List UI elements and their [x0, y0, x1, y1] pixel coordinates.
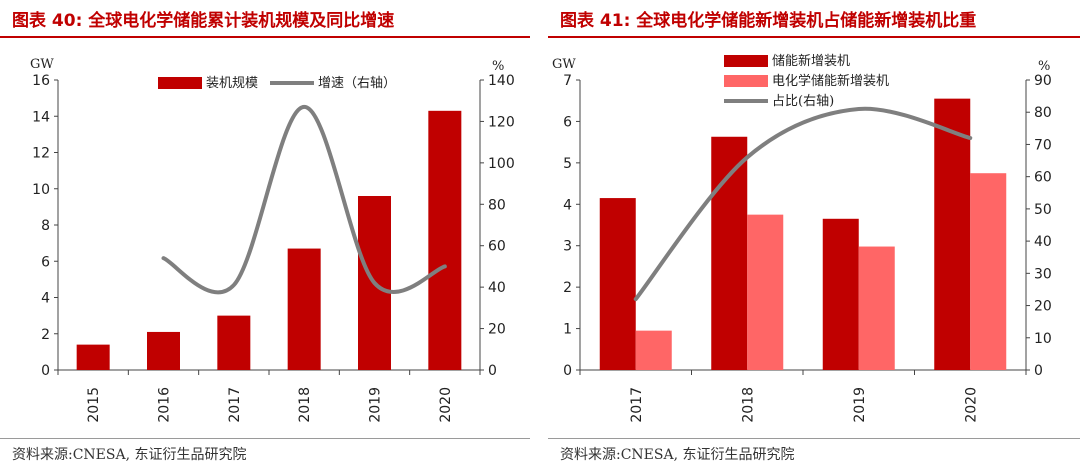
title-rule: [0, 36, 530, 38]
left-axis-tick-label: 14: [32, 109, 50, 125]
figure-title: 图表 40: 全球电化学储能累计装机规模及同比增速: [12, 11, 395, 31]
x-category-label: 2015: [86, 387, 102, 423]
right-axis-unit: %: [492, 59, 504, 74]
legend-label: 装机规模: [206, 76, 258, 91]
right-axis-tick-label: 60: [488, 239, 506, 255]
left-axis-tick-label: 2: [41, 327, 50, 343]
right-axis-tick-label: 80: [488, 197, 506, 213]
line-series: [161, 104, 447, 295]
right-axis-tick-label: 70: [1034, 137, 1052, 153]
left-axis-tick-label: 6: [563, 114, 572, 130]
left-axis-tick-label: 4: [41, 291, 50, 307]
chart-panel-right: 图表 41: 全球电化学储能新增装机占储能新增装机比重 0 1 2 3 4 5 6 7 0 10 2…: [548, 0, 1080, 474]
right-axis-tick-label: 60: [1034, 170, 1052, 186]
x-category-label: 2017: [227, 387, 243, 423]
right-axis-tick-label: 120: [488, 114, 515, 130]
source-note: 资料来源:CNESA, 东证衍生品研究院: [12, 447, 247, 463]
left-axis-tick-label: 0: [563, 363, 572, 379]
left-axis-tick-label: 10: [32, 182, 50, 198]
title-rule: [548, 36, 1080, 38]
bar-primary: [599, 198, 636, 370]
x-category-label: 2017: [629, 387, 645, 423]
x-category-label: 2018: [297, 387, 313, 423]
chart-panel-left: 图表 40: 全球电化学储能累计装机规模及同比增速 0 2 4 6 8 10 12 14 16 0…: [0, 0, 530, 474]
left-axis-tick-label: 6: [41, 254, 50, 270]
right-axis-tick-label: 30: [1034, 266, 1052, 282]
legend-swatch-bar: [724, 55, 768, 67]
bar-primary: [428, 110, 462, 370]
bar-primary: [934, 98, 971, 370]
legend-label: 增速（右轴）: [318, 76, 396, 91]
left-axis-tick-label: 0: [41, 363, 50, 379]
source-note: 资料来源:CNESA, 东证衍生品研究院: [560, 447, 795, 463]
right-axis-tick-label: 80: [1034, 105, 1052, 121]
right-axis-tick-label: 100: [488, 156, 515, 172]
x-category-label: 2018: [740, 387, 756, 423]
right-axis-tick-label: 140: [488, 73, 515, 89]
right-axis-tick-label: 0: [1034, 363, 1043, 379]
bar-secondary: [858, 246, 895, 370]
left-axis-tick-label: 16: [32, 73, 50, 89]
bar-primary: [287, 248, 321, 370]
x-category-label: 2020: [438, 387, 454, 423]
x-category-label: 2019: [368, 387, 384, 423]
right-axis-tick-label: 10: [1034, 331, 1052, 347]
right-axis-tick-label: 90: [1034, 73, 1052, 89]
legend-swatch-bar: [724, 75, 768, 87]
left-axis-tick-label: 12: [32, 146, 50, 162]
bar-primary: [217, 315, 251, 370]
source-rule: [548, 438, 1080, 439]
left-axis-tick-label: 1: [563, 322, 572, 338]
right-axis-tick-label: 20: [1034, 299, 1052, 315]
left-axis-tick-label: 8: [41, 218, 50, 234]
bar-secondary: [747, 214, 784, 370]
left-axis-tick-label: 2: [563, 280, 572, 296]
capacity-growth-chart: 0 2 4 6 8 10 12 14 16 0 20 40 60 80 100 120 140 GW % 2015 20…: [30, 57, 515, 423]
left-axis-tick-label: 4: [563, 197, 572, 213]
bar-primary: [711, 136, 748, 370]
bar-primary: [76, 344, 110, 370]
legend-label: 占比(右轴): [772, 94, 834, 109]
right-axis-unit: %: [1038, 59, 1050, 74]
right-axis-tick-label: 40: [1034, 234, 1052, 250]
bar-primary: [147, 331, 180, 370]
left-axis-unit: GW: [30, 57, 54, 72]
legend-label: 电化学储能新增装机: [772, 73, 889, 89]
left-axis-tick-label: 5: [563, 156, 572, 172]
figure-title: 图表 41: 全球电化学储能新增装机占储能新增装机比重: [560, 11, 977, 31]
left-axis-tick-label: 3: [563, 239, 572, 255]
left-axis-tick-label: 7: [563, 73, 572, 89]
x-category-label: 2016: [157, 387, 173, 423]
bar-secondary: [635, 330, 672, 370]
right-axis-tick-label: 50: [1034, 202, 1052, 218]
left-axis-unit: GW: [552, 57, 576, 72]
x-category-label: 2019: [852, 387, 868, 423]
bar-secondary: [970, 173, 1007, 370]
legend-swatch-bar: [158, 77, 202, 89]
right-axis-tick-label: 20: [488, 322, 506, 338]
right-axis-tick-label: 40: [488, 280, 506, 296]
legend-label: 储能新增装机: [772, 53, 850, 69]
right-axis-tick-label: 0: [488, 363, 497, 379]
bar-primary: [822, 218, 859, 370]
x-category-label: 2020: [963, 387, 979, 423]
source-rule: [0, 438, 530, 439]
line-series: [633, 106, 973, 302]
